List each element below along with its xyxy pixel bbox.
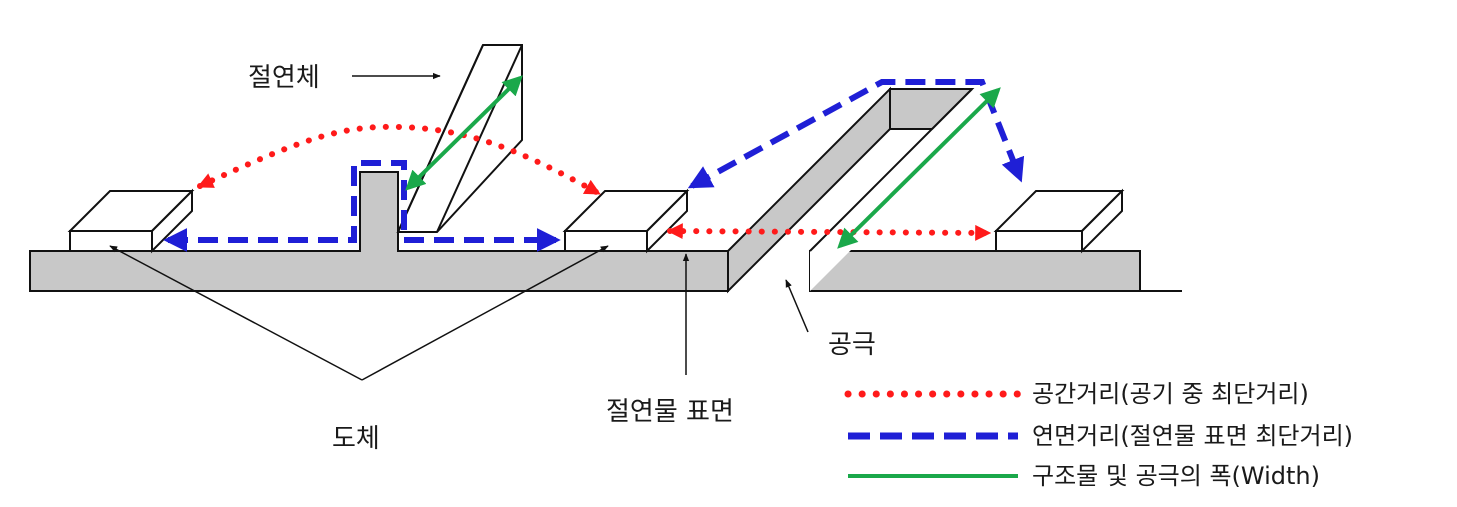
legend-item-clearance: 공간거리(공기 중 최단거리): [844, 380, 1309, 408]
label-gap: 공극: [828, 330, 876, 360]
conductor-block-2: [562, 188, 690, 254]
width-arrow-gap: [837, 87, 1001, 249]
label-insulator: 절연체: [248, 63, 320, 93]
label-conductor: 도체: [332, 424, 380, 454]
legend: 공간거리(공기 중 최단거리) 연면거리(절연물 표면 최단거리) 구조물 및 …: [844, 380, 1353, 490]
legend-label-clearance: 공간거리(공기 중 최단거리): [1032, 380, 1309, 408]
legend-item-creepage: 연면거리(절연물 표면 최단거리): [848, 422, 1353, 450]
legend-label-width: 구조물 및 공극의 폭(Width): [1032, 462, 1320, 490]
legend-label-creepage: 연면거리(절연물 표면 최단거리): [1032, 422, 1353, 450]
width-arrow-insulator: [405, 75, 523, 191]
legend-item-width: 구조물 및 공극의 폭(Width): [848, 462, 1320, 490]
clearance-path-arc: [197, 123, 601, 196]
width-arrows: [405, 75, 1001, 249]
conductor-block-3: [993, 188, 1125, 254]
clearance-path-gap: [666, 223, 992, 241]
creepage-path-left: [163, 160, 561, 252]
conductor-block-1: [67, 188, 195, 254]
creepage-paths: [163, 79, 1025, 252]
creepage-path-right: [687, 79, 1025, 189]
leader-lines: [109, 72, 809, 381]
label-insulator-surface: 절연물 표면: [606, 397, 734, 427]
